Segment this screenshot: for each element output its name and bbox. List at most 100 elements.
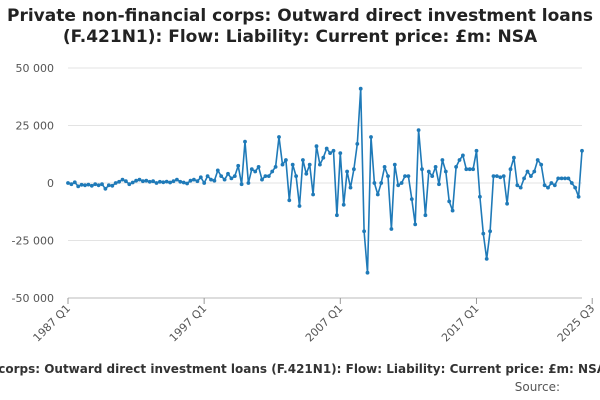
data-point xyxy=(130,180,135,185)
data-point xyxy=(576,194,581,199)
data-point xyxy=(287,198,292,203)
data-point xyxy=(158,179,162,184)
data-point xyxy=(192,177,196,182)
data-point xyxy=(348,185,353,190)
data-point xyxy=(338,151,343,156)
data-point xyxy=(202,181,207,185)
x-tick-label: 1997 Q1 xyxy=(167,302,210,345)
data-point xyxy=(532,169,537,174)
data-point xyxy=(321,155,326,160)
data-point xyxy=(178,179,183,184)
data-point xyxy=(89,183,94,188)
data-point xyxy=(232,174,237,179)
data-point xyxy=(420,167,424,172)
data-point xyxy=(219,174,224,179)
data-point xyxy=(151,179,156,184)
data-point xyxy=(120,177,125,182)
data-point xyxy=(471,167,475,172)
x-tick-label: 1987 Q1 xyxy=(31,302,74,345)
data-point xyxy=(355,142,360,146)
data-point xyxy=(484,257,489,261)
data-point xyxy=(301,158,305,162)
data-point xyxy=(314,144,319,149)
data-point xyxy=(280,162,285,167)
data-point xyxy=(498,175,503,180)
data-point xyxy=(433,165,438,169)
data-point xyxy=(382,165,387,169)
y-tick-label: -25 000 xyxy=(12,235,54,248)
data-point xyxy=(474,148,479,153)
data-point xyxy=(273,165,278,169)
data-point xyxy=(358,86,363,91)
data-point xyxy=(423,213,428,218)
data-point xyxy=(447,199,452,204)
data-point xyxy=(525,169,530,174)
data-point xyxy=(580,148,584,153)
data-point xyxy=(392,162,397,167)
data-point xyxy=(454,165,458,169)
data-point xyxy=(495,174,499,179)
data-point xyxy=(443,169,448,174)
x-axis: 1987 Q1 1997 Q1 2007 Q1 2017 Q1 2025 Q3 xyxy=(31,297,597,345)
data-point xyxy=(304,171,309,176)
data-point xyxy=(69,182,74,187)
data-point xyxy=(100,182,104,187)
data-point xyxy=(430,174,435,179)
data-point xyxy=(124,179,128,184)
data-point xyxy=(409,197,414,202)
data-point xyxy=(83,183,87,188)
data-point xyxy=(239,182,244,187)
data-point xyxy=(66,181,70,185)
data-point xyxy=(144,178,149,183)
data-point xyxy=(386,174,390,179)
data-point xyxy=(243,139,247,144)
data-point xyxy=(478,194,482,199)
data-point xyxy=(297,204,302,208)
data-point xyxy=(113,181,118,185)
data-point xyxy=(399,181,404,185)
y-axis-ticks: 50 000 25 000 0 -25 000 -50 000 xyxy=(12,62,54,305)
data-point xyxy=(270,169,275,174)
chart-title-line-2: (F.421N1): Flow: Liability: Current pric… xyxy=(62,27,538,47)
data-point xyxy=(437,182,441,187)
data-point xyxy=(175,177,179,182)
data-point xyxy=(229,176,234,181)
data-point xyxy=(318,162,322,167)
data-point xyxy=(464,167,469,172)
data-point xyxy=(372,181,377,185)
data-point xyxy=(171,179,176,184)
data-point xyxy=(406,174,411,179)
data-point xyxy=(457,158,462,162)
data-point xyxy=(481,231,486,236)
data-point xyxy=(195,179,200,184)
data-point xyxy=(168,180,173,185)
data-point xyxy=(335,213,339,218)
data-point xyxy=(369,135,373,139)
data-point xyxy=(396,183,401,188)
data-point xyxy=(222,177,227,182)
data-point xyxy=(569,181,574,185)
data-point xyxy=(117,179,121,184)
data-point xyxy=(205,174,210,179)
data-point xyxy=(508,167,513,172)
data-point xyxy=(546,185,550,190)
chart-title-line-1: Private non-financial corps: Outward dir… xyxy=(6,6,594,26)
data-point xyxy=(311,192,315,197)
data-point xyxy=(450,208,455,213)
data-point xyxy=(137,177,142,182)
data-point xyxy=(539,162,544,167)
data-point xyxy=(256,165,261,169)
data-point xyxy=(96,183,101,188)
data-point xyxy=(488,229,492,234)
x-tick-label: 2017 Q1 xyxy=(439,302,482,345)
data-point xyxy=(147,179,152,184)
data-point xyxy=(198,175,203,180)
data-point xyxy=(226,171,230,176)
data-point xyxy=(389,227,394,231)
data-point xyxy=(215,168,220,173)
data-point xyxy=(249,167,254,172)
data-point xyxy=(331,148,336,153)
data-point xyxy=(505,201,509,206)
data-point xyxy=(181,180,186,185)
